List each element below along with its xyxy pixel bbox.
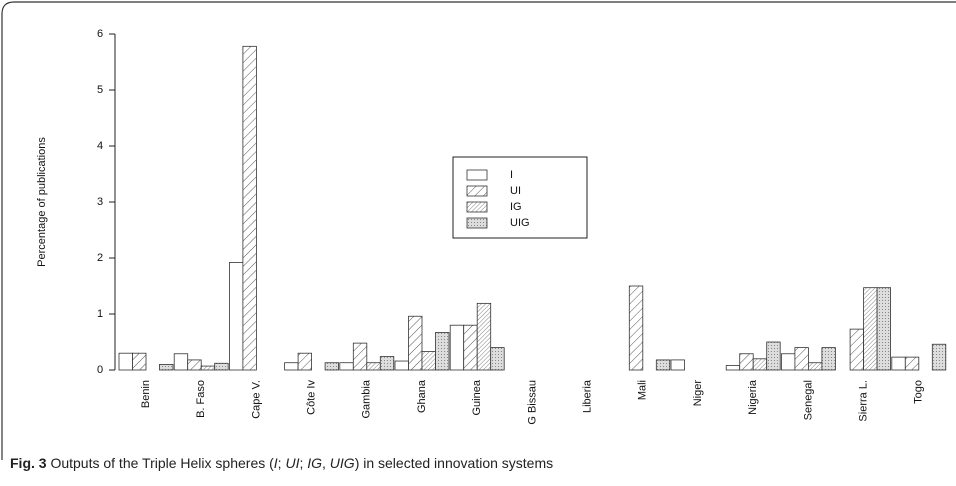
- legend-swatch: [466, 169, 488, 181]
- legend-swatch: [466, 185, 488, 197]
- y-tick-label: 1: [97, 308, 103, 320]
- bar: [408, 315, 423, 371]
- bar: [200, 365, 216, 371]
- caption-text: ;: [299, 455, 307, 471]
- bar: [324, 362, 340, 371]
- x-tick-label: Ghana: [416, 379, 428, 413]
- bar: [435, 332, 450, 371]
- bar: [628, 285, 644, 371]
- bar: [366, 362, 381, 371]
- caption-text: UIG: [330, 455, 355, 471]
- legend-label: IG: [510, 201, 522, 213]
- x-tick-label: B. Faso: [195, 380, 207, 418]
- frame: [1, 1, 956, 460]
- bar: [863, 287, 878, 371]
- bar: [159, 363, 174, 371]
- bar: [463, 324, 478, 371]
- bar: [808, 362, 823, 371]
- caption-text: ;: [278, 455, 286, 471]
- bar: [766, 341, 781, 371]
- bar: [849, 328, 864, 371]
- x-tick-label: Liberia: [582, 379, 594, 413]
- bar: [739, 353, 754, 371]
- x-tick-label: Benin: [140, 380, 152, 408]
- caption-text: ) in selected innovation systems: [355, 455, 553, 471]
- x-tick-label: Mali: [637, 380, 649, 400]
- bar: [214, 362, 229, 371]
- bar: [490, 347, 505, 371]
- x-tick-label: Sierra L.: [858, 380, 870, 422]
- caption: Fig. 3 Outputs of the Triple Helix spher…: [10, 455, 553, 471]
- bar: [379, 356, 395, 371]
- bar: [284, 362, 299, 371]
- bar: [476, 302, 492, 371]
- caption-text: I: [274, 455, 278, 471]
- legend-label: UIG: [510, 217, 530, 229]
- y-tick-label: 3: [97, 196, 103, 208]
- bar: [449, 324, 465, 371]
- x-tick-label: Nigeria: [747, 379, 759, 415]
- bar: [931, 343, 947, 371]
- y-tick-label: 6: [97, 28, 103, 40]
- bar: [132, 352, 147, 371]
- caption-text: ,: [322, 455, 330, 471]
- legend-label: UI: [510, 185, 521, 197]
- legend-label: I: [510, 169, 513, 181]
- x-tick-label: Senegal: [802, 380, 814, 420]
- y-tick-label: 5: [97, 84, 103, 96]
- bar: [891, 356, 906, 371]
- bar: [228, 262, 244, 371]
- bar: [752, 358, 768, 371]
- y-tick-label: 0: [97, 364, 103, 376]
- bar: [339, 362, 354, 371]
- caption-label: Fig. 3: [10, 455, 47, 471]
- y-tick-label: 4: [97, 140, 103, 152]
- bar: [352, 342, 368, 371]
- x-tick-label: Niger: [692, 380, 704, 407]
- bar: [297, 352, 313, 371]
- bar: [421, 351, 436, 371]
- legend-swatch: [466, 217, 488, 229]
- bar: [242, 45, 257, 371]
- x-tick-label: G Bissau: [526, 380, 538, 425]
- bar: [187, 359, 202, 371]
- y-tick-label: 2: [97, 252, 103, 264]
- y-axis-label: Percentage of publications: [36, 137, 48, 267]
- bar: [794, 347, 809, 371]
- caption-text: IG: [307, 455, 322, 471]
- bar: [904, 356, 920, 371]
- x-tick-label: Togo: [913, 380, 925, 404]
- bar: [118, 352, 133, 371]
- bar: [655, 359, 671, 371]
- x-tick-label: Guinea: [471, 379, 483, 415]
- bar: [876, 287, 891, 371]
- bar: [173, 353, 189, 371]
- caption-text: Outputs of the Triple Helix spheres (: [47, 455, 275, 471]
- bar: [781, 353, 796, 371]
- x-tick-label: Gambia: [361, 379, 373, 418]
- legend-swatch: [466, 201, 488, 213]
- bar: [394, 360, 409, 371]
- caption-text: UI: [285, 455, 299, 471]
- x-tick-label: Côte Iv: [306, 380, 318, 415]
- x-tick-label: Cape V.: [250, 380, 262, 419]
- bar: [725, 365, 741, 371]
- bar: [821, 347, 836, 371]
- bar: [670, 359, 685, 371]
